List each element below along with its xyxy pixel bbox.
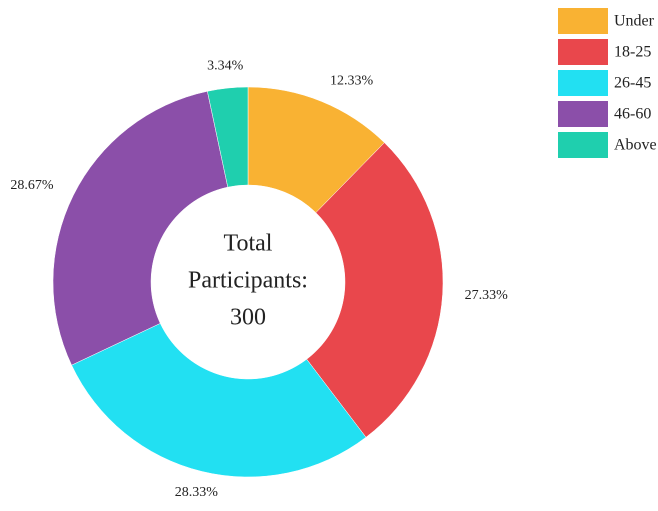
center-text: Participants: [188,268,308,294]
value-label: 28.33% [175,485,219,500]
legend-label: 26-45 [614,75,651,92]
legend-swatch [558,101,608,127]
legend-swatch [558,70,608,96]
legend-swatch [558,8,608,34]
value-label: 28.67% [10,178,54,193]
legend-label: 18-25 [614,44,651,61]
legend-swatch [558,39,608,65]
legend-label: Under 18 [614,13,658,30]
legend-label: 46-60 [614,106,651,123]
center-text: Total [224,231,273,257]
center-text: 300 [230,305,266,331]
legend-label: Above 60 [614,137,658,154]
value-label: 27.33% [465,288,509,303]
donut-slice [71,323,367,478]
value-label: 3.34% [207,58,244,73]
donut-slice [306,142,444,438]
value-label: 12.33% [330,73,374,88]
donut-slice [207,86,249,188]
donut-slice [52,90,229,366]
legend-swatch [558,132,608,158]
